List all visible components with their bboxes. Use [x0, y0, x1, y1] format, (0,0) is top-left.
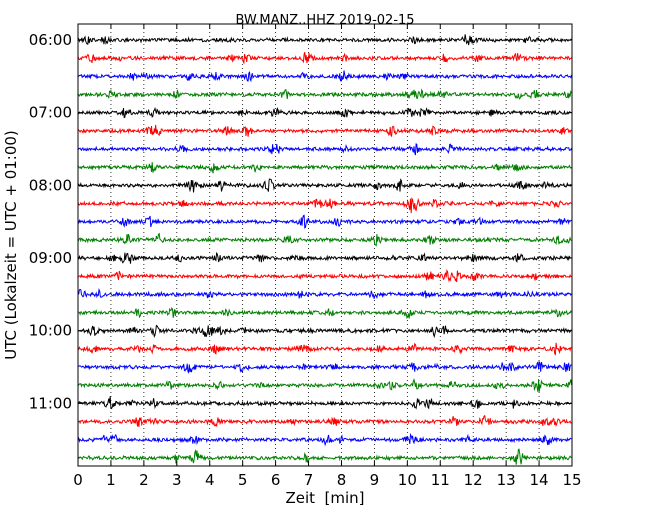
x-tick-label: 11: [431, 471, 450, 489]
trace-line: [78, 178, 572, 193]
x-tick-label: 4: [205, 471, 215, 489]
trace-line: [77, 88, 572, 100]
x-tick-labels: 0 1 2 3 4 5 6 7 8 9 10 11 12 13 14 15: [73, 471, 581, 489]
trace-line: [77, 232, 572, 247]
x-tick-label: 12: [464, 471, 483, 489]
x-tick-label: 8: [337, 471, 347, 489]
plot-frame: [77, 23, 573, 467]
trace-line: [77, 162, 572, 174]
trace-line: [77, 70, 572, 83]
trace-line: [77, 448, 572, 465]
x-tick-label: 2: [139, 471, 149, 489]
trace-line: [77, 378, 572, 392]
trace-line: [77, 324, 572, 339]
y-tick-label: 09:00: [29, 249, 72, 267]
trace-line: [77, 106, 572, 119]
trace-line: [77, 432, 572, 447]
y-tick-labels: 06:00 07:00 08:00 09:00 10:00 11:00: [29, 31, 72, 412]
trace-line: [77, 251, 572, 264]
y-tick-label: 08:00: [29, 176, 72, 194]
trace-group: [77, 34, 572, 465]
x-tick-label: 15: [562, 471, 581, 489]
trace-line: [77, 52, 572, 65]
x-tick-label: 5: [238, 471, 248, 489]
trace-line: [77, 124, 572, 138]
x-tick-label: 14: [530, 471, 549, 489]
y-tick-label: 06:00: [29, 31, 72, 49]
x-tick-label: 7: [304, 471, 314, 489]
grid-lines: [110, 24, 540, 466]
trace-line: [77, 396, 572, 410]
y-tick-label: 11:00: [29, 394, 72, 412]
trace-line: [77, 307, 572, 319]
trace-line: [77, 269, 572, 283]
x-tick-label: 6: [271, 471, 281, 489]
trace-line: [77, 360, 572, 374]
x-axis-title: Zeit [min]: [285, 489, 364, 507]
trace-line: [77, 342, 572, 356]
x-tick-label: 13: [497, 471, 516, 489]
trace-line: [77, 197, 572, 214]
y-axis-title: UTC (Lokalzeit = UTC + 01:00): [2, 130, 20, 360]
x-tick-label: 3: [172, 471, 182, 489]
trace-line: [77, 34, 572, 46]
trace-line: [77, 287, 572, 300]
x-tick-label: 1: [106, 471, 116, 489]
trace-line: [77, 414, 572, 427]
y-tick-label: 10:00: [29, 322, 72, 340]
y-tick-label: 07:00: [29, 104, 72, 122]
chart-title: BW.MANZ..HHZ 2019-02-15: [235, 13, 414, 28]
x-tick-label: 9: [370, 471, 380, 489]
trace-line: [77, 214, 572, 229]
axis-ticks: [77, 24, 573, 466]
trace-line: [77, 143, 572, 156]
x-tick-label: 10: [398, 471, 417, 489]
x-tick-label: 0: [73, 471, 83, 489]
